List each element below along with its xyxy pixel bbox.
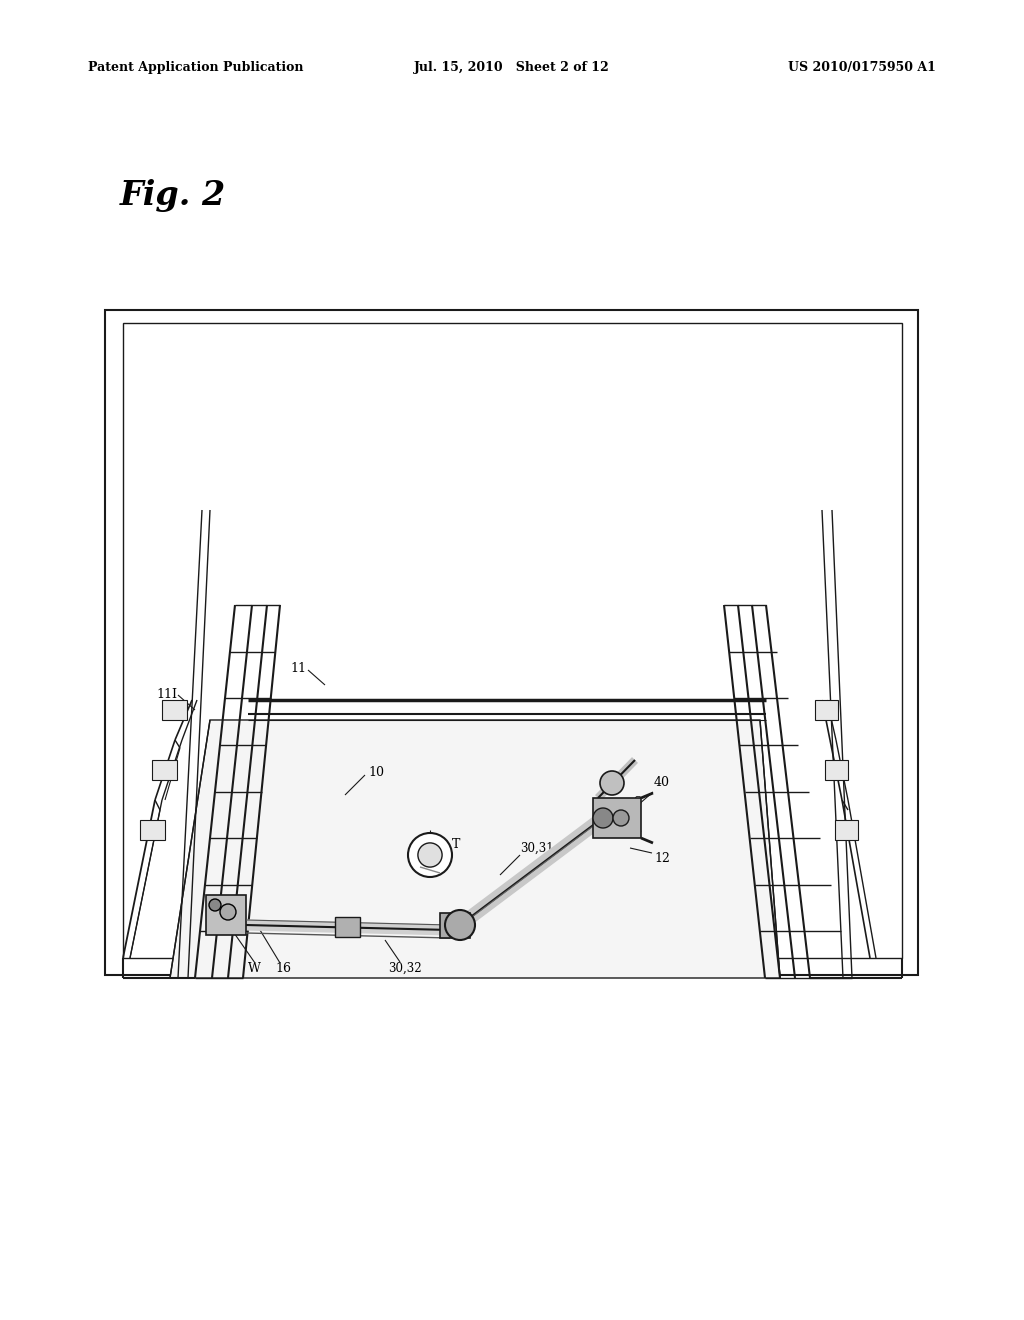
Bar [140, 820, 165, 840]
Text: 11I: 11I [156, 689, 177, 701]
Text: Jul. 15, 2010   Sheet 2 of 12: Jul. 15, 2010 Sheet 2 of 12 [414, 61, 610, 74]
Circle shape [418, 843, 442, 867]
Text: 12: 12 [654, 851, 670, 865]
Text: S: S [634, 796, 642, 809]
Bar [162, 700, 187, 719]
Circle shape [408, 833, 452, 876]
Circle shape [209, 899, 221, 911]
Bar [440, 913, 470, 939]
Bar [123, 323, 902, 958]
Text: US 2010/0175950 A1: US 2010/0175950 A1 [788, 61, 936, 74]
Polygon shape [170, 719, 780, 978]
Text: Patent Application Publication: Patent Application Publication [88, 61, 303, 74]
Text: 11: 11 [290, 661, 306, 675]
Bar [206, 895, 246, 935]
Text: Fig. 2: Fig. 2 [120, 180, 226, 213]
Circle shape [600, 771, 624, 795]
Circle shape [445, 909, 475, 940]
Text: 10: 10 [368, 767, 384, 780]
Bar [815, 700, 838, 719]
Circle shape [593, 808, 613, 828]
Text: 16: 16 [275, 961, 291, 974]
Circle shape [613, 810, 629, 826]
Bar [105, 310, 918, 975]
Text: 40: 40 [654, 776, 670, 789]
Bar [335, 917, 360, 937]
Text: S: S [634, 824, 642, 837]
Text: T: T [452, 838, 461, 851]
Bar [152, 760, 177, 780]
Bar [825, 760, 848, 780]
Text: W: W [248, 961, 261, 974]
Bar [593, 799, 641, 838]
Bar [835, 820, 858, 840]
Text: 30,32: 30,32 [388, 961, 422, 974]
Circle shape [220, 904, 236, 920]
Text: 30,31: 30,31 [520, 842, 554, 854]
